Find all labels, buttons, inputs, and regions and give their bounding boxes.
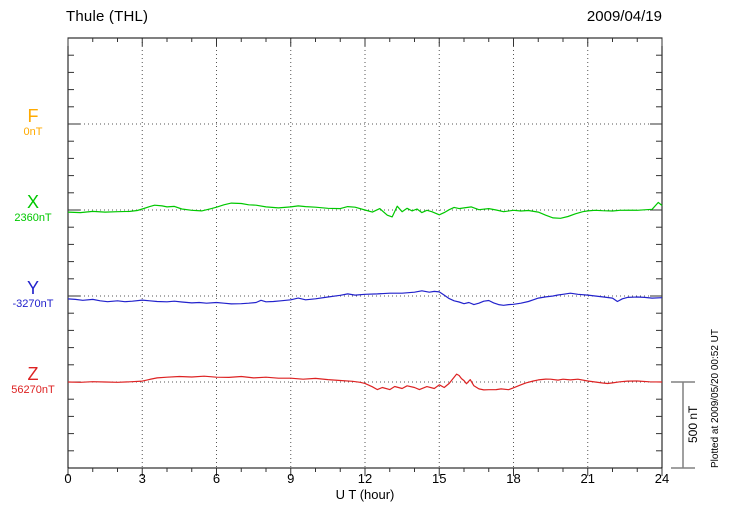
x-tick-label-12: 12 bbox=[357, 471, 373, 486]
component-letter-Y: Y bbox=[26, 278, 39, 298]
component-baseline-value-Y: -3270nT bbox=[12, 298, 54, 310]
component-label-F: F 0nT bbox=[4, 107, 62, 139]
component-baseline-value-Z: 56270nT bbox=[11, 384, 55, 396]
station-title: Thule (THL) bbox=[66, 8, 149, 25]
plotted-at-note: Plotted at 2009/05/20 00:52 UT bbox=[710, 329, 721, 468]
component-baseline-value-X: 2360nT bbox=[14, 212, 52, 224]
x-tick-label-18: 18 bbox=[506, 471, 521, 486]
trace-X bbox=[67, 201, 663, 219]
x-tick-label-9: 9 bbox=[287, 471, 295, 486]
component-letter-X: X bbox=[26, 192, 39, 212]
x-tick-label-21: 21 bbox=[580, 471, 595, 486]
trace-Z bbox=[67, 373, 663, 391]
x-tick-label-0: 0 bbox=[64, 471, 72, 486]
component-letter-Z: Z bbox=[27, 364, 39, 384]
x-axis-label: U T (hour) bbox=[335, 487, 395, 502]
component-label-Y: Y -3270nT bbox=[4, 279, 62, 311]
x-tick-label-15: 15 bbox=[432, 471, 447, 486]
scale-bar-label: 500 nT bbox=[686, 405, 700, 443]
x-tick-label-24: 24 bbox=[654, 471, 670, 486]
component-label-Z: Z 56270nT bbox=[4, 365, 62, 397]
component-letter-F: F bbox=[27, 106, 39, 126]
trace-Y bbox=[67, 290, 663, 306]
component-baseline-value-F: 0nT bbox=[23, 126, 43, 138]
observation-date: 2009/04/19 bbox=[586, 8, 662, 25]
component-label-X: X 2360nT bbox=[4, 193, 62, 225]
x-tick-label-3: 3 bbox=[138, 471, 146, 486]
x-tick-label-6: 6 bbox=[212, 471, 221, 486]
